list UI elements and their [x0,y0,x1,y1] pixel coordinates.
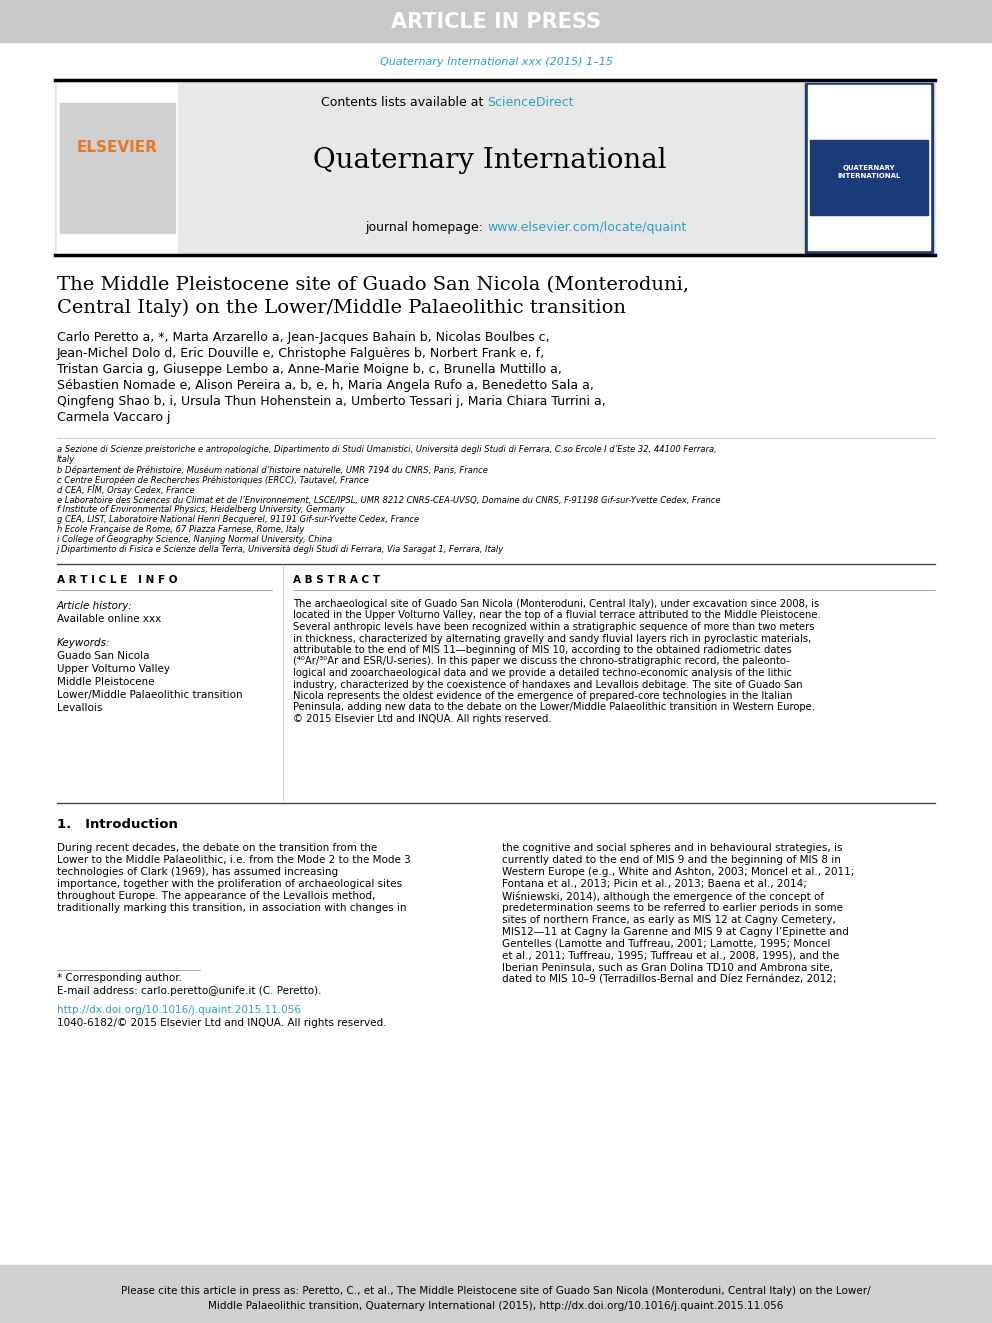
Text: Quaternary International: Quaternary International [313,147,667,173]
Text: Keywords:: Keywords: [57,638,110,648]
Text: industry, characterized by the coexistence of handaxes and Levallois debitage. T: industry, characterized by the coexisten… [293,680,803,689]
Text: importance, together with the proliferation of archaeological sites: importance, together with the proliferat… [57,878,402,889]
Text: technologies of Clark (1969), has assumed increasing: technologies of Clark (1969), has assume… [57,867,338,877]
Text: the cognitive and social spheres and in behavioural strategies, is: the cognitive and social spheres and in … [502,843,842,853]
Text: Quaternary International xxx (2015) 1–15: Quaternary International xxx (2015) 1–15 [380,57,612,67]
Text: et al., 2011; Tuffreau, 1995; Tuffreau et al., 2008, 1995), and the: et al., 2011; Tuffreau, 1995; Tuffreau e… [502,951,839,960]
Bar [60,103,175,233]
Text: Middle Palaeolithic transition, Quaternary International (2015), http://dx.doi.o: Middle Palaeolithic transition, Quaterna… [208,1301,784,1311]
Text: c Centre Européen de Recherches Préhistoriques (ERCC), Tautavel, France: c Centre Européen de Recherches Préhisto… [57,475,369,484]
Text: Sébastien Nomade e, Alison Pereira a, b, e, h, Maria Angela Rufo a, Benedetto Sa: Sébastien Nomade e, Alison Pereira a, b,… [57,380,594,393]
Text: traditionally marking this transition, in association with changes in: traditionally marking this transition, i… [57,904,407,913]
Text: (⁴⁰Ar/³⁰Ar and ESR/U-series). In this paper we discuss the chrono-stratigraphic : (⁴⁰Ar/³⁰Ar and ESR/U-series). In this pa… [293,656,790,667]
Bar [0,1265,992,1323]
Text: Upper Volturno Valley: Upper Volturno Valley [57,664,170,673]
Text: Gentelles (Lamotte and Tuffreau, 2001; Lamotte, 1995; Moncel: Gentelles (Lamotte and Tuffreau, 2001; L… [502,939,830,949]
Bar [808,85,930,250]
Text: Peninsula, adding new data to the debate on the Lower/Middle Palaeolithic transi: Peninsula, adding new data to the debate… [293,703,815,713]
Text: Wiśniewski, 2014), although the emergence of the concept of: Wiśniewski, 2014), although the emergenc… [502,890,824,901]
Bar [57,83,177,253]
Text: dated to MIS 10–9 (Terradillos-Bernal and Díez Fernández, 2012;: dated to MIS 10–9 (Terradillos-Bernal an… [502,975,836,986]
Text: 1040-6182/© 2015 Elsevier Ltd and INQUA. All rights reserved.: 1040-6182/© 2015 Elsevier Ltd and INQUA.… [57,1017,387,1028]
Text: Levallois: Levallois [57,703,102,713]
Text: Jean-Michel Dolo d, Eric Douville e, Christophe Falguères b, Norbert Frank e, f,: Jean-Michel Dolo d, Eric Douville e, Chr… [57,348,546,360]
Text: a Sezione di Scienze preistoriche e antropologiche, Dipartimento di Studi Umanis: a Sezione di Scienze preistoriche e antr… [57,446,717,455]
Bar [810,140,928,216]
Text: e Laboratoire des Sciences du Climat et de l’Environnement, LSCE/IPSL, UMR 8212 : e Laboratoire des Sciences du Climat et … [57,496,720,504]
Text: g CEA, LIST, Laboratoire National Henri Becquerel, 91191 Gif-sur-Yvette Cedex, F: g CEA, LIST, Laboratoire National Henri … [57,516,420,524]
Text: in thickness, characterized by alternating gravelly and sandy fluvial layers ric: in thickness, characterized by alternati… [293,634,811,643]
Text: journal homepage:: journal homepage: [365,221,487,234]
Text: ARTICLE IN PRESS: ARTICLE IN PRESS [391,12,601,32]
Text: currently dated to the end of MIS 9 and the beginning of MIS 8 in: currently dated to the end of MIS 9 and … [502,855,841,865]
Text: located in the Upper Volturno Valley, near the top of a fluvial terrace attribut: located in the Upper Volturno Valley, ne… [293,610,820,620]
Text: QUATERNARY
INTERNATIONAL: QUATERNARY INTERNATIONAL [837,165,901,179]
Text: The Middle Pleistocene site of Guado San Nicola (Monteroduni,: The Middle Pleistocene site of Guado San… [57,277,689,294]
Text: ELSEVIER: ELSEVIER [76,140,158,156]
Text: Tristan Garcia g, Giuseppe Lembo a, Anne-Marie Moigne b, c, Brunella Muttillo a,: Tristan Garcia g, Giuseppe Lembo a, Anne… [57,364,561,377]
Text: E-mail address: carlo.peretto@unife.it (C. Peretto).: E-mail address: carlo.peretto@unife.it (… [57,986,321,996]
Text: Available online xxx: Available online xxx [57,614,162,624]
Text: www.elsevier.com/locate/quaint: www.elsevier.com/locate/quaint [487,221,686,234]
Text: Nicola represents the oldest evidence of the emergence of prepared-core technolo: Nicola represents the oldest evidence of… [293,691,793,701]
Text: Carlo Peretto a, *, Marta Arzarello a, Jean-Jacques Bahain b, Nicolas Boulbes c,: Carlo Peretto a, *, Marta Arzarello a, J… [57,332,550,344]
Bar [0,0,992,42]
Text: Lower to the Middle Palaeolithic, i.e. from the Mode 2 to the Mode 3: Lower to the Middle Palaeolithic, i.e. f… [57,855,411,865]
Text: Fontana et al., 2013; Picin et al., 2013; Baena et al., 2014;: Fontana et al., 2013; Picin et al., 2013… [502,878,806,889]
Bar [805,83,933,253]
Text: Lower/Middle Palaeolithic transition: Lower/Middle Palaeolithic transition [57,691,243,700]
Text: Italy: Italy [57,455,75,464]
Text: d CEA, FÎM, Orsay Cedex, France: d CEA, FÎM, Orsay Cedex, France [57,484,194,495]
Text: Contents lists available at: Contents lists available at [320,97,487,110]
Text: j Dipartimento di Fisica e Scienze della Terra, Università degli Studi di Ferrar: j Dipartimento di Fisica e Scienze della… [57,545,504,554]
Text: logical and zooarchaeological data and we provide a detailed techno-economic ana: logical and zooarchaeological data and w… [293,668,792,677]
Text: A R T I C L E   I N F O: A R T I C L E I N F O [57,576,178,585]
Text: predetermination seems to be referred to earlier periods in some: predetermination seems to be referred to… [502,904,843,913]
Text: © 2015 Elsevier Ltd and INQUA. All rights reserved.: © 2015 Elsevier Ltd and INQUA. All right… [293,714,552,724]
Text: Please cite this article in press as: Peretto, C., et al., The Middle Pleistocen: Please cite this article in press as: Pe… [121,1286,871,1297]
Text: http://dx.doi.org/10.1016/j.quaint.2015.11.056: http://dx.doi.org/10.1016/j.quaint.2015.… [57,1005,301,1015]
Text: Central Italy) on the Lower/Middle Palaeolithic transition: Central Italy) on the Lower/Middle Palae… [57,299,626,318]
Text: Several anthropic levels have been recognized within a stratigraphic sequence of: Several anthropic levels have been recog… [293,622,814,632]
Text: Western Europe (e.g., White and Ashton, 2003; Moncel et al., 2011;: Western Europe (e.g., White and Ashton, … [502,867,854,877]
Bar [55,79,935,255]
Text: h Ecole Française de Rome, 67 Piazza Farnese, Rome, Italy: h Ecole Française de Rome, 67 Piazza Far… [57,525,305,534]
Text: Iberian Peninsula, such as Gran Dolina TD10 and Ambrona site,: Iberian Peninsula, such as Gran Dolina T… [502,963,833,972]
Text: i College of Geography Science, Nanjing Normal University, China: i College of Geography Science, Nanjing … [57,536,332,545]
Text: Qingfeng Shao b, i, Ursula Thun Hohenstein a, Umberto Tessari j, Maria Chiara Tu: Qingfeng Shao b, i, Ursula Thun Hohenste… [57,396,606,409]
Text: Carmela Vaccaro j: Carmela Vaccaro j [57,411,171,425]
Text: throughout Europe. The appearance of the Levallois method,: throughout Europe. The appearance of the… [57,890,375,901]
Text: The archaeological site of Guado San Nicola (Monteroduni, Central Italy), under : The archaeological site of Guado San Nic… [293,599,819,609]
Text: Guado San Nicola: Guado San Nicola [57,651,150,662]
Text: attributable to the end of MIS 11—beginning of MIS 10, according to the obtained: attributable to the end of MIS 11—beginn… [293,646,792,655]
Text: Article history:: Article history: [57,601,133,611]
Text: During recent decades, the debate on the transition from the: During recent decades, the debate on the… [57,843,377,853]
Text: b Département de Préhistoire, Muséum national d’histoire naturelle, UMR 7194 du : b Département de Préhistoire, Muséum nat… [57,466,488,475]
Text: * Corresponding author.: * Corresponding author. [57,972,182,983]
Text: MIS12—11 at Cagny la Garenne and MIS 9 at Cagny l’Epinette and: MIS12—11 at Cagny la Garenne and MIS 9 a… [502,927,849,937]
Text: A B S T R A C T: A B S T R A C T [293,576,380,585]
Text: ScienceDirect: ScienceDirect [487,97,573,110]
Text: Middle Pleistocene: Middle Pleistocene [57,677,155,687]
Text: sites of northern France, as early as MIS 12 at Cagny Cemetery,: sites of northern France, as early as MI… [502,916,835,925]
Text: 1.   Introduction: 1. Introduction [57,818,178,831]
Text: f Institute of Environmental Physics, Heidelberg University, Germany: f Institute of Environmental Physics, He… [57,505,345,515]
